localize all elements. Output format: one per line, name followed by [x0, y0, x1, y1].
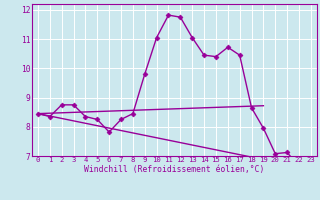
- X-axis label: Windchill (Refroidissement éolien,°C): Windchill (Refroidissement éolien,°C): [84, 165, 265, 174]
